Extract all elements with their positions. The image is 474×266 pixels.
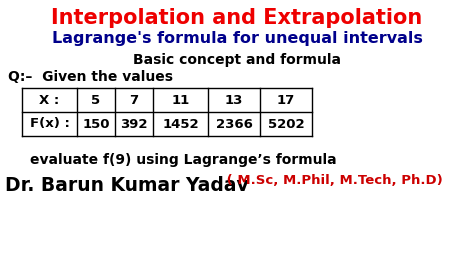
- Text: 11: 11: [172, 94, 190, 106]
- Text: Basic concept and formula: Basic concept and formula: [133, 53, 341, 67]
- Text: 1452: 1452: [162, 118, 199, 131]
- Text: X :: X :: [39, 94, 60, 106]
- Text: Dr. Barun Kumar Yadav: Dr. Barun Kumar Yadav: [5, 176, 249, 195]
- Text: evaluate f(9) using Lagrange’s formula: evaluate f(9) using Lagrange’s formula: [30, 153, 337, 167]
- Text: Q:–  Given the values: Q:– Given the values: [8, 70, 173, 84]
- Text: 2366: 2366: [216, 118, 253, 131]
- Text: Lagrange's formula for unequal intervals: Lagrange's formula for unequal intervals: [52, 31, 422, 46]
- Text: ( M.Sc, M.Phil, M.Tech, Ph.D): ( M.Sc, M.Phil, M.Tech, Ph.D): [222, 174, 443, 187]
- Text: 150: 150: [82, 118, 110, 131]
- Text: Interpolation and Extrapolation: Interpolation and Extrapolation: [51, 8, 423, 28]
- Text: 7: 7: [129, 94, 138, 106]
- Text: 5202: 5202: [268, 118, 304, 131]
- Text: 392: 392: [120, 118, 148, 131]
- Text: 13: 13: [225, 94, 243, 106]
- Text: 17: 17: [277, 94, 295, 106]
- Text: 5: 5: [91, 94, 100, 106]
- Text: F(x) :: F(x) :: [29, 118, 69, 131]
